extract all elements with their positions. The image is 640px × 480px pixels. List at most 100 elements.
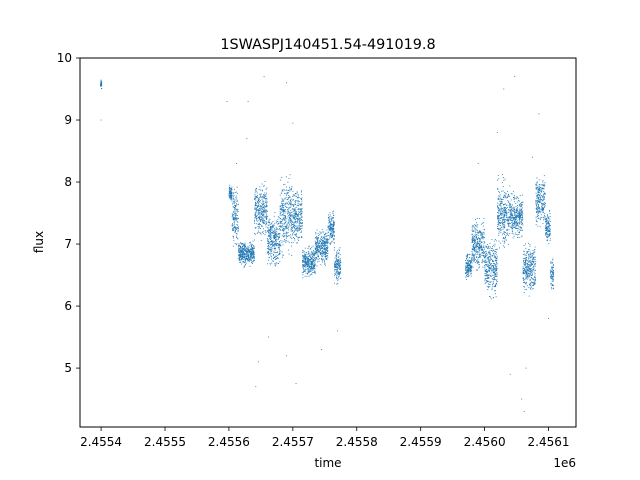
data-point xyxy=(278,247,280,249)
data-point xyxy=(305,266,307,268)
data-point xyxy=(465,262,467,264)
data-point xyxy=(275,230,277,232)
data-point xyxy=(255,199,257,201)
data-point xyxy=(297,227,299,229)
data-point xyxy=(535,211,537,213)
data-point xyxy=(509,202,511,204)
data-point xyxy=(498,216,500,218)
data-point xyxy=(305,261,307,263)
data-point xyxy=(326,241,327,243)
data-point xyxy=(311,269,313,271)
data-point xyxy=(551,269,553,270)
data-point xyxy=(523,257,525,259)
data-point xyxy=(505,215,507,217)
data-point xyxy=(290,202,292,204)
data-point xyxy=(301,200,303,202)
data-point xyxy=(252,256,254,258)
data-point xyxy=(237,229,239,231)
data-point xyxy=(500,213,502,214)
data-point xyxy=(298,229,300,231)
data-point xyxy=(330,226,332,228)
data-point xyxy=(483,231,485,233)
data-point xyxy=(519,217,521,219)
data-point xyxy=(321,236,323,238)
data-point xyxy=(473,249,475,251)
data-point xyxy=(237,226,239,228)
data-point xyxy=(258,209,260,211)
data-point xyxy=(498,222,500,224)
data-point xyxy=(230,192,232,194)
data-point xyxy=(538,186,540,188)
data-point xyxy=(467,262,469,264)
data-point xyxy=(479,239,481,241)
data-point xyxy=(333,242,335,244)
data-point xyxy=(286,231,287,233)
data-point xyxy=(298,225,300,227)
data-point xyxy=(257,198,259,200)
data-point xyxy=(258,228,260,229)
data-point xyxy=(508,225,510,227)
data-point xyxy=(532,271,533,273)
data-point xyxy=(486,257,488,259)
data-point xyxy=(315,257,317,259)
data-point xyxy=(260,224,262,226)
data-point xyxy=(542,180,544,182)
data-point xyxy=(292,229,294,231)
data-point xyxy=(288,177,290,179)
data-point xyxy=(255,195,256,197)
data-point xyxy=(258,224,260,226)
data-point xyxy=(231,198,233,200)
data-point xyxy=(521,201,522,203)
data-point xyxy=(324,238,326,240)
data-point xyxy=(472,230,474,232)
data-point xyxy=(286,192,288,194)
data-point xyxy=(321,254,323,256)
data-point xyxy=(324,259,325,261)
data-point xyxy=(291,198,293,200)
data-point xyxy=(233,240,235,242)
data-point xyxy=(243,266,245,268)
data-point xyxy=(234,231,236,233)
data-point xyxy=(538,184,540,186)
data-point xyxy=(261,225,263,227)
data-point xyxy=(282,190,284,192)
data-point xyxy=(291,219,293,221)
data-point xyxy=(501,218,503,220)
data-point xyxy=(482,235,484,237)
data-point xyxy=(295,217,297,219)
data-point xyxy=(259,232,261,234)
data-point xyxy=(290,214,292,216)
data-point xyxy=(318,242,320,244)
data-point xyxy=(286,206,288,208)
data-point xyxy=(492,259,493,261)
data-point xyxy=(529,288,531,290)
data-point xyxy=(250,253,252,255)
data-point xyxy=(542,200,544,202)
data-point xyxy=(470,264,472,266)
data-point xyxy=(505,229,507,231)
data-point xyxy=(338,268,340,270)
data-point xyxy=(511,225,513,227)
data-point xyxy=(529,275,531,277)
data-point xyxy=(297,228,299,230)
data-point xyxy=(322,255,324,257)
data-point xyxy=(499,200,501,202)
data-point xyxy=(229,195,230,197)
data-point xyxy=(328,214,329,216)
data-point xyxy=(518,216,520,218)
data-point xyxy=(316,238,318,240)
data-point xyxy=(473,246,475,247)
data-point xyxy=(484,242,486,243)
data-point xyxy=(471,228,473,230)
data-point xyxy=(248,249,250,251)
data-point xyxy=(305,260,307,262)
data-point xyxy=(472,247,474,248)
data-point xyxy=(254,208,256,210)
data-point xyxy=(313,260,315,262)
data-point xyxy=(334,263,336,264)
data-point xyxy=(526,269,528,271)
data-point xyxy=(527,285,528,287)
data-point xyxy=(328,228,330,230)
data-point xyxy=(537,212,539,214)
data-point xyxy=(537,187,539,189)
